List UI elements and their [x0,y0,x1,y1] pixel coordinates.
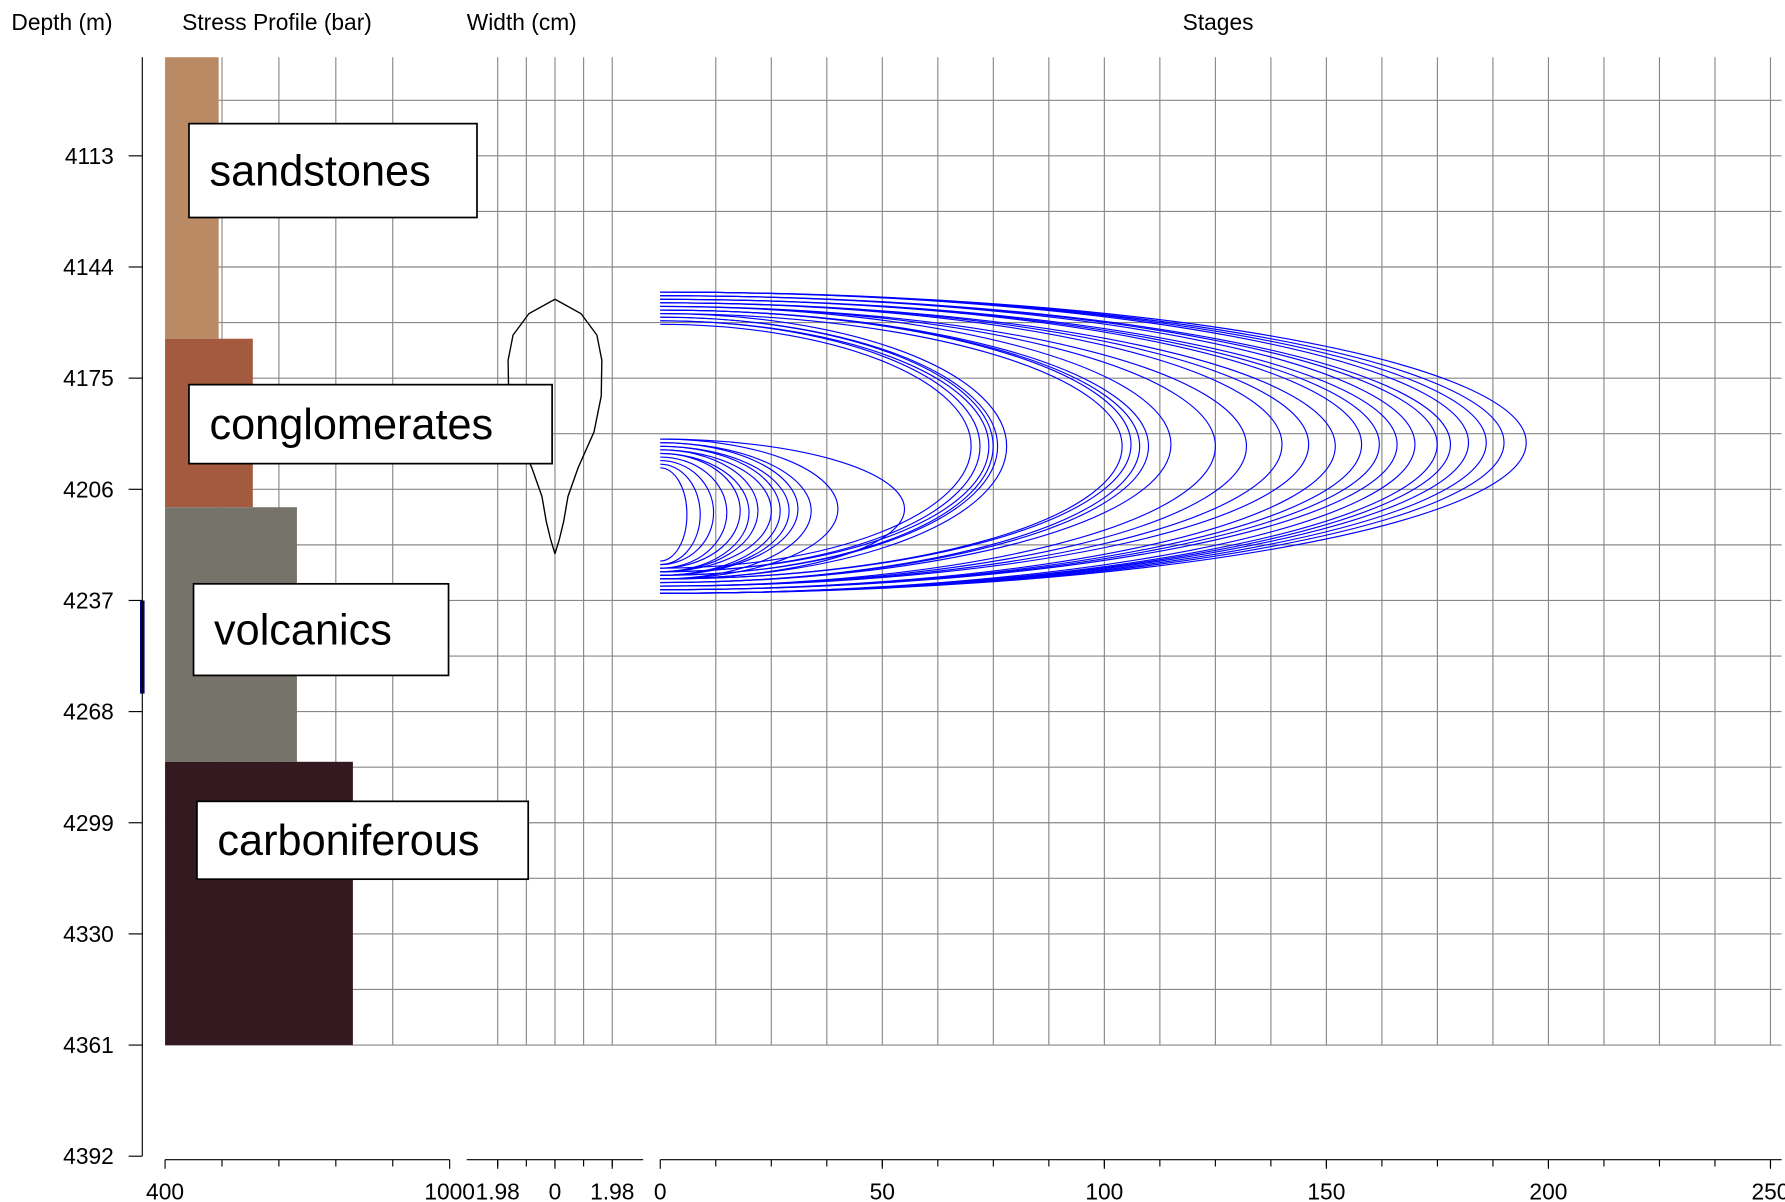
stage-front [660,292,1526,593]
x-tick-label: 400 [146,1179,184,1202]
y-tick-label: 4299 [63,810,114,836]
width-profile-right [555,299,602,554]
width-title: Width (cm) [467,9,577,35]
x-tick-label: 0 [549,1179,562,1202]
y-tick-label: 4237 [63,587,114,613]
x-tick-label: 50 [870,1179,895,1202]
layer-label: conglomerates [209,401,493,449]
stress-title: Stress Profile (bar) [182,9,372,35]
stage-front [660,446,789,575]
x-tick-label: 1000 [424,1179,475,1202]
y-tick-label: 4144 [63,254,114,280]
x-tick-label: 100 [1085,1179,1123,1202]
stage-front [660,306,1171,582]
stage-front [660,310,1148,583]
y-tick-label: 4392 [63,1143,114,1169]
x-tick-label: 1.98 [476,1179,520,1202]
stage-front [660,296,1450,594]
stage-front [660,306,1246,586]
x-tick-label: 150 [1307,1179,1345,1202]
y-tick-label: 4206 [63,476,114,502]
stage-front [660,299,1361,589]
x-tick-label: 250 [1751,1179,1785,1202]
y-tick-label: 4113 [65,143,114,169]
x-tick-label: 0 [654,1179,667,1202]
depth-title: Depth (m) [11,9,112,35]
layer-label: carboniferous [217,817,479,865]
layer-label: sandstones [209,147,430,195]
stage-front [660,464,700,564]
y-tick-label: 4175 [63,365,114,391]
x-tick-label: 200 [1529,1179,1567,1202]
chart: Depth (m) Stress Profile (bar) Width (cm… [0,0,1785,1202]
y-tick-label: 4268 [63,699,114,725]
x-tick-label: 1.98 [590,1179,634,1202]
y-tick-label: 4361 [63,1032,114,1058]
y-tick-label: 4330 [63,921,114,947]
stage-front [660,468,687,561]
stages-title: Stages [1183,9,1254,35]
page: {"chart_data": [ {"type": "depth-axis", … [0,0,1785,1202]
stage-front [660,292,1486,593]
layer-label: volcanics [214,606,392,654]
